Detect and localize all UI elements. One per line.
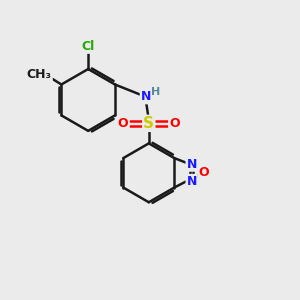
Text: H: H [151, 87, 160, 97]
Text: O: O [199, 166, 209, 179]
Text: N: N [187, 158, 197, 171]
Text: N: N [141, 90, 151, 104]
Text: O: O [118, 117, 128, 130]
Text: O: O [169, 117, 180, 130]
Text: S: S [143, 116, 154, 131]
Text: CH₃: CH₃ [27, 68, 52, 81]
Text: N: N [187, 175, 197, 188]
Text: Cl: Cl [82, 40, 95, 53]
